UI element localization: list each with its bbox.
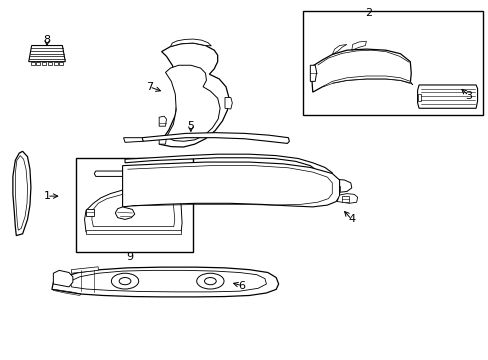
Text: 1: 1 <box>43 191 50 201</box>
Polygon shape <box>224 98 232 109</box>
Polygon shape <box>13 151 31 235</box>
Polygon shape <box>159 137 166 144</box>
Polygon shape <box>122 162 339 207</box>
Polygon shape <box>336 194 357 203</box>
Text: 9: 9 <box>126 252 133 262</box>
Bar <box>303 12 483 116</box>
Polygon shape <box>86 209 94 216</box>
Polygon shape <box>29 45 65 62</box>
Polygon shape <box>52 267 278 297</box>
Polygon shape <box>60 62 63 65</box>
Bar <box>76 158 193 252</box>
Polygon shape <box>322 76 412 87</box>
Polygon shape <box>42 62 46 65</box>
Text: 8: 8 <box>43 35 50 45</box>
Polygon shape <box>417 94 420 101</box>
Polygon shape <box>341 196 348 202</box>
Polygon shape <box>48 62 52 65</box>
Text: 7: 7 <box>145 82 153 92</box>
Polygon shape <box>159 43 228 147</box>
Polygon shape <box>115 207 135 220</box>
Polygon shape <box>310 65 316 81</box>
Polygon shape <box>165 65 220 141</box>
Polygon shape <box>159 116 166 126</box>
Polygon shape <box>417 85 477 108</box>
Polygon shape <box>125 154 332 189</box>
Text: 5: 5 <box>187 121 194 131</box>
Polygon shape <box>170 39 211 46</box>
Polygon shape <box>331 186 339 191</box>
Polygon shape <box>123 138 143 142</box>
Polygon shape <box>54 62 58 65</box>
Polygon shape <box>71 267 98 273</box>
Polygon shape <box>37 62 40 65</box>
Text: 4: 4 <box>347 215 355 224</box>
Polygon shape <box>86 230 181 234</box>
Text: 2: 2 <box>365 8 372 18</box>
Polygon shape <box>84 187 182 232</box>
Polygon shape <box>31 62 35 65</box>
Polygon shape <box>311 49 410 92</box>
Polygon shape <box>320 179 351 193</box>
Polygon shape <box>53 270 73 287</box>
Polygon shape <box>94 171 177 176</box>
Text: 6: 6 <box>238 281 245 291</box>
Text: 3: 3 <box>465 91 471 101</box>
Polygon shape <box>142 133 289 143</box>
